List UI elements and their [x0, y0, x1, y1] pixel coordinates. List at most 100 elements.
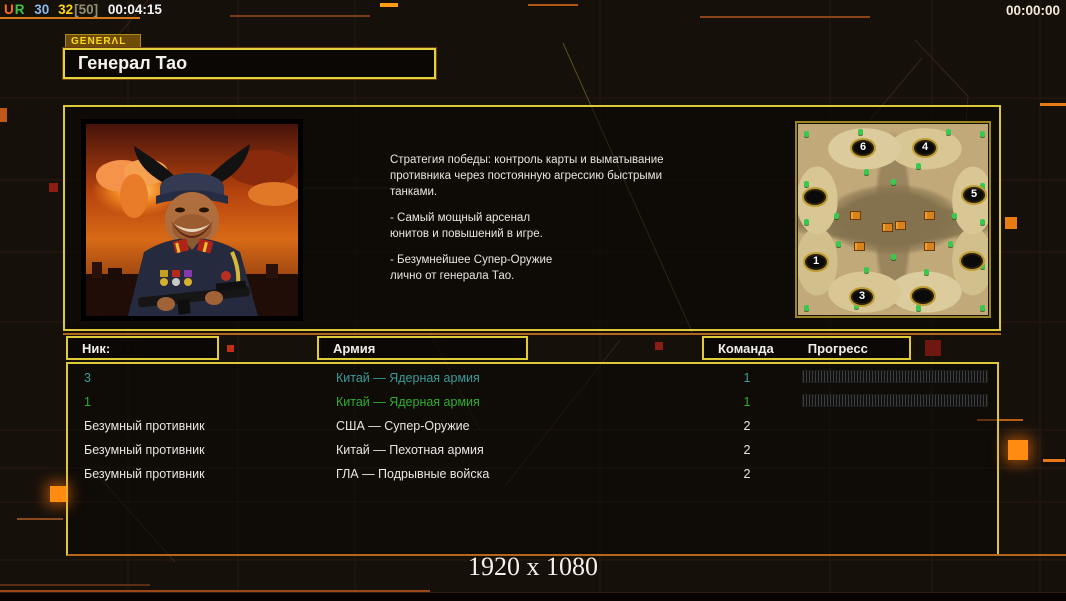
orange-square-decor — [50, 486, 66, 502]
start-position-5: 5 — [961, 185, 987, 205]
supply-pile — [850, 211, 861, 220]
tree-dot — [804, 305, 809, 311]
player-army: Китай — Ядерная армия — [336, 371, 480, 385]
start-position-number: 6 — [859, 141, 867, 153]
general-title: Генерал Тао — [78, 53, 188, 73]
loading-progress-bar — [802, 370, 988, 383]
start-position — [910, 286, 936, 306]
start-position-number: 4 — [921, 141, 929, 153]
header-progress-label: Прогресс — [807, 340, 868, 356]
supply-pile — [924, 211, 935, 220]
player-team: 2 — [743, 467, 751, 481]
supply-pile — [895, 221, 906, 230]
player-row: 1 Китай — Ядерная армия 1 — [68, 390, 997, 414]
start-position-oval — [910, 286, 936, 306]
player-row: 3 Китай — Ядерная армия 1 — [68, 366, 997, 390]
supply-pile — [882, 223, 893, 232]
tree-dot — [952, 213, 957, 219]
tree-dot — [980, 131, 985, 137]
player-team: 2 — [743, 443, 751, 457]
tree-dot — [804, 131, 809, 137]
start-position-oval — [959, 251, 985, 271]
player-nick: 1 — [84, 395, 91, 409]
player-row: Безумный противник ГЛА — Подрывные войска… — [68, 462, 997, 486]
tree-dot — [916, 163, 921, 169]
player-nick: Безумный противник — [84, 467, 205, 481]
panel-underline — [63, 333, 1001, 335]
tree-dot — [980, 183, 985, 189]
game-clock: 00:00:00 — [1005, 3, 1060, 18]
stat-cap: [50] — [74, 2, 99, 17]
player-army: Китай — Пехотная армия — [336, 443, 484, 457]
start-position-6: 6 — [850, 138, 876, 158]
header-nick: Ник: — [66, 336, 219, 360]
tree-dot — [804, 181, 809, 187]
player-army: США — Супер-Оружие — [336, 419, 470, 433]
stat-fps: 30 — [34, 2, 50, 17]
general-info-panel: Стратегия победы: контроль карты и вымат… — [63, 105, 1001, 335]
tree-dot — [948, 241, 953, 247]
header-team-progress: Команда Прогресс — [702, 336, 911, 360]
general-description: Стратегия победы: контроль карты и вымат… — [390, 152, 735, 294]
start-position — [959, 251, 985, 271]
general-portrait — [81, 119, 303, 321]
supply-pile — [854, 242, 865, 251]
start-position-oval — [802, 187, 828, 207]
start-position — [802, 187, 828, 207]
general-tab: GENERΛL — [65, 34, 141, 49]
table-bottom-line-extension — [997, 554, 1066, 556]
network-stats: UR 30 32[50] 00:04:15 — [4, 2, 163, 17]
general-portrait-art — [86, 124, 298, 316]
tree-dot — [804, 219, 809, 225]
start-position-oval — [912, 138, 938, 158]
start-position-oval — [961, 185, 987, 205]
tree-dot — [924, 269, 929, 275]
player-row: Безумный противник США — Супер-Оружие 2 — [68, 414, 997, 438]
stat-u: U — [4, 2, 14, 17]
description-paragraph: - Безумнейшее Супер-Оружие лично от гене… — [390, 254, 553, 282]
header-army: Армия — [317, 336, 528, 360]
description-paragraph: Стратегия победы: контроль карты и вымат… — [390, 154, 664, 198]
orange-square-decor — [1008, 440, 1028, 460]
header-army-label: Армия — [333, 340, 376, 356]
start-position-oval — [850, 138, 876, 158]
match-timer: 00:04:15 — [107, 2, 162, 17]
loading-progress-bar — [802, 394, 988, 407]
player-table: 3 Китай — Ядерная армия 1 1 Китай — Ядерная … — [66, 362, 999, 556]
resolution-label: 1920 x 1080 — [468, 552, 598, 581]
tree-dot — [916, 305, 921, 311]
player-army: ГЛА — Подрывные войска — [336, 467, 490, 481]
tree-dot — [864, 169, 869, 175]
map-markers-layer: 6 4 5 1 3 — [798, 124, 988, 315]
start-position-oval — [803, 252, 829, 272]
tree-dot — [864, 267, 869, 273]
player-nick: 3 — [84, 371, 91, 385]
player-row: Безумный противник Китай — Пехотная армия… — [68, 438, 997, 462]
map-preview: 6 4 5 1 3 — [795, 121, 991, 318]
header-nick-label: Ник: — [82, 340, 111, 356]
general-title-box: Генерал Тао — [62, 47, 437, 80]
player-team: 1 — [743, 395, 751, 409]
tree-dot — [980, 219, 985, 225]
start-position-number: 1 — [812, 255, 820, 267]
start-position-number: 5 — [970, 188, 978, 200]
start-position-3: 3 — [849, 287, 875, 307]
player-army: Китай — Ядерная армия — [336, 395, 480, 409]
tree-dot — [891, 254, 896, 260]
player-team: 2 — [743, 419, 751, 433]
player-nick: Безумный противник — [84, 419, 205, 433]
supply-pile — [924, 242, 935, 251]
player-team: 1 — [743, 371, 751, 385]
stat-rate: 32 — [58, 2, 74, 17]
start-position-4: 4 — [912, 138, 938, 158]
tree-dot — [858, 129, 863, 135]
tree-dot — [834, 213, 839, 219]
description-paragraph: - Самый мощный арсенал юнитов и повышени… — [390, 212, 543, 240]
tree-dot — [946, 129, 951, 135]
bottom-strip — [0, 592, 1066, 601]
stat-r: R — [14, 2, 25, 17]
start-position-oval — [849, 287, 875, 307]
start-position-1: 1 — [803, 252, 829, 272]
start-position-number: 3 — [858, 290, 866, 302]
player-nick: Безумный противник — [84, 443, 205, 457]
